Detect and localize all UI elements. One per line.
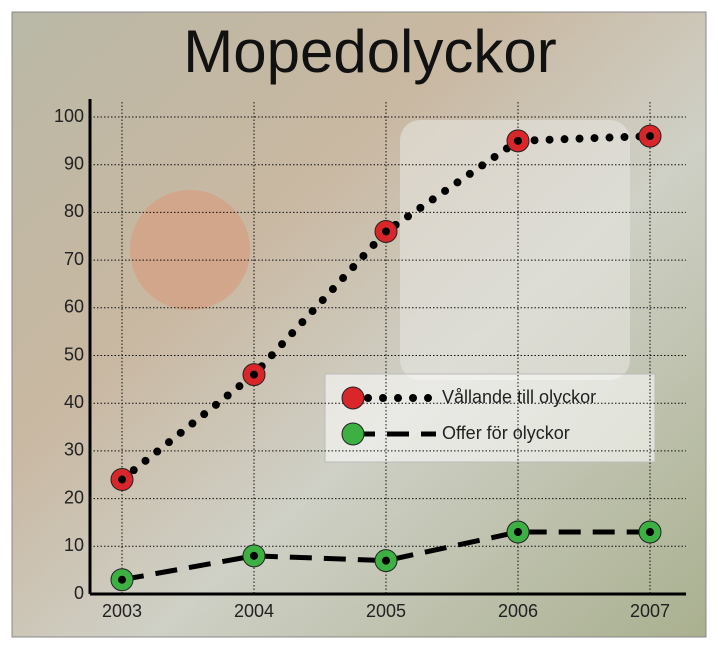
data-point-center: [118, 476, 126, 484]
y-tick-label: 50: [64, 344, 84, 364]
background-blob: [400, 120, 630, 380]
legend-label: Offer för olyckor: [442, 423, 570, 443]
background-blob: [130, 190, 250, 310]
data-point-center: [514, 137, 522, 145]
y-tick-label: 10: [64, 535, 84, 555]
data-point-center: [646, 528, 654, 536]
y-tick-label: 70: [64, 249, 84, 269]
y-tick-label: 40: [64, 392, 84, 412]
legend-marker: [342, 423, 364, 445]
data-point-center: [250, 552, 258, 560]
legend-label: Vållande till olyckor: [442, 387, 596, 407]
x-tick-label: 2003: [102, 601, 142, 621]
x-tick-label: 2005: [366, 601, 406, 621]
y-tick-label: 80: [64, 201, 84, 221]
y-tick-label: 0: [74, 583, 84, 603]
y-tick-label: 90: [64, 153, 84, 173]
data-point-center: [646, 132, 654, 140]
chart: Mopedolyckor 0 10 20 30 40 50 60 70 80 90 100 2003 2…: [0, 0, 718, 649]
y-tick-label: 100: [54, 106, 84, 126]
data-point-center: [250, 371, 258, 379]
y-tick-label: 30: [64, 440, 84, 460]
y-tick-label: 20: [64, 487, 84, 507]
legend-marker: [342, 387, 364, 409]
y-tick-label: 60: [64, 297, 84, 317]
x-tick-label: 2007: [630, 601, 670, 621]
data-point-center: [118, 576, 126, 584]
chart-title: Mopedolyckor: [183, 18, 557, 85]
data-point-center: [382, 227, 390, 235]
x-tick-label: 2006: [498, 601, 538, 621]
data-point-center: [382, 557, 390, 565]
data-point-center: [514, 528, 522, 536]
x-tick-label: 2004: [234, 601, 274, 621]
